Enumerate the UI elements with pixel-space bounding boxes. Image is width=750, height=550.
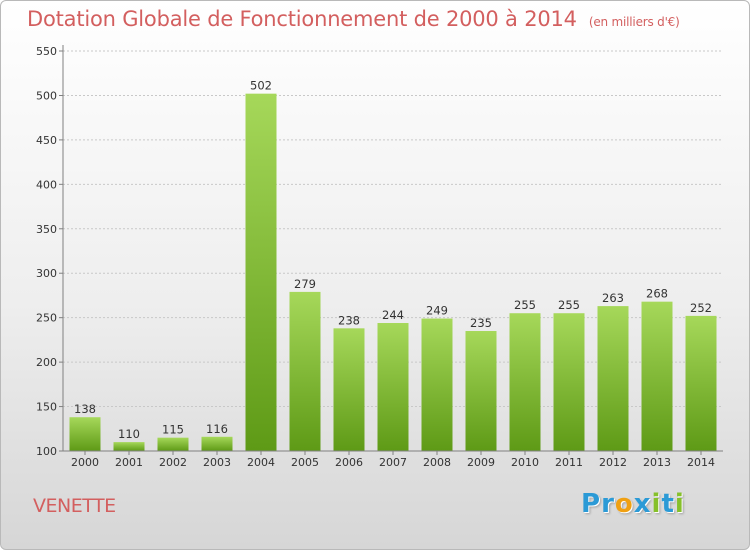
chart-subtitle: (en milliers d'€)	[588, 15, 680, 29]
x-tick-label: 2014	[687, 456, 715, 469]
bar-2013	[641, 301, 673, 451]
data-label: 502	[250, 79, 272, 93]
x-tick-label: 2013	[643, 456, 671, 469]
bar-2011	[553, 313, 585, 451]
y-tick-label: 500	[36, 89, 57, 102]
bars	[69, 93, 717, 452]
y-tick-label: 200	[36, 356, 57, 369]
axes	[59, 45, 723, 455]
proxiti-logo[interactable]: Proxiti	[581, 489, 685, 519]
x-tick-label: 2008	[423, 456, 451, 469]
logo-letter: o	[614, 489, 634, 519]
x-tick-label: 2002	[159, 456, 187, 469]
data-label: 138	[74, 402, 96, 416]
bar-2012	[597, 306, 629, 451]
data-label: 279	[294, 277, 316, 291]
data-label: 244	[382, 308, 404, 322]
x-tick-label: 2007	[379, 456, 407, 469]
logo-letter: i	[674, 489, 685, 519]
data-label: 249	[426, 304, 448, 318]
bar-2010	[509, 313, 541, 451]
data-label: 110	[118, 427, 140, 441]
data-label: 255	[558, 298, 580, 312]
data-label: 115	[162, 423, 184, 437]
data-label: 238	[338, 313, 360, 327]
x-tick-label: 2000	[71, 456, 99, 469]
bar-2000	[69, 417, 101, 451]
bar-2004	[245, 93, 277, 452]
x-tick-label: 2003	[203, 456, 231, 469]
logo-letter: P	[581, 489, 602, 519]
data-label: 255	[514, 298, 536, 312]
bar-2005	[289, 291, 321, 451]
bar-2009	[465, 331, 497, 451]
chart-title: Dotation Globale de Fonctionnement de 20…	[27, 7, 680, 31]
x-tick-label: 2006	[335, 456, 363, 469]
y-tick-label: 150	[36, 401, 57, 414]
y-tick-label: 300	[36, 267, 57, 280]
bar-2002	[157, 437, 189, 451]
logo-letter: i	[651, 489, 662, 519]
bar-2006	[333, 328, 365, 451]
logo-letter: t	[661, 489, 675, 519]
x-tick-label: 2011	[555, 456, 583, 469]
logo-letter: r	[601, 489, 615, 519]
y-tick-label: 350	[36, 223, 57, 236]
y-tick-label: 400	[36, 178, 57, 191]
data-label: 235	[470, 316, 492, 330]
x-tick-label: 2009	[467, 456, 495, 469]
data-label: 252	[690, 301, 712, 315]
x-tick-label: 2010	[511, 456, 539, 469]
bar-2008	[421, 318, 453, 451]
logo-letter: x	[633, 489, 652, 519]
y-tick-label: 550	[36, 45, 57, 58]
data-label: 268	[646, 287, 668, 301]
x-tick-label: 2001	[115, 456, 143, 469]
y-tick-label: 450	[36, 134, 57, 147]
labels: 100 150 200 250 300 350 400 450 500 550 138 2000 110…	[36, 45, 715, 469]
chart-title-text: Dotation Globale de Fonctionnement de 20…	[27, 7, 577, 31]
x-tick-label: 2012	[599, 456, 627, 469]
bar-2003	[201, 436, 233, 451]
bar-2007	[377, 323, 409, 451]
y-tick-label: 100	[36, 445, 57, 458]
data-label: 116	[206, 422, 228, 436]
y-tick-label: 250	[36, 312, 57, 325]
bar-2014	[685, 315, 717, 451]
data-label: 263	[602, 291, 624, 305]
x-tick-label: 2005	[291, 456, 319, 469]
bar-2001	[113, 442, 145, 451]
x-tick-label: 2004	[247, 456, 275, 469]
commune-name: VENETTE	[33, 495, 116, 517]
